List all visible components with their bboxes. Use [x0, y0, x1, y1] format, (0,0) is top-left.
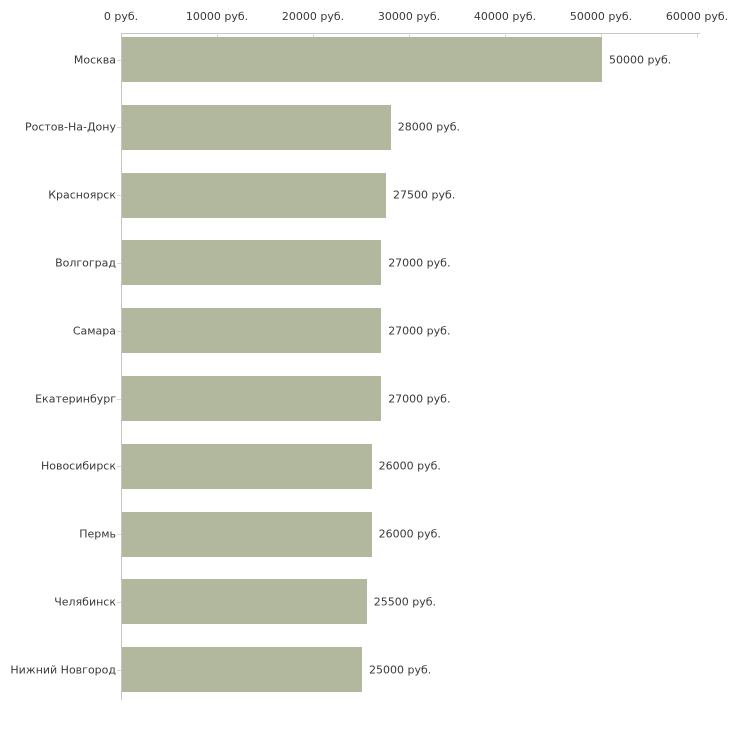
y-axis-tick-mark: [117, 263, 121, 264]
x-axis-tick-mark: [217, 33, 218, 38]
value-label: 26000 руб.: [378, 527, 441, 541]
x-axis-tick-label: 40000 руб.: [473, 10, 537, 23]
category-label: Новосибирск: [40, 459, 116, 473]
bar: [122, 37, 602, 82]
value-label: 50000 руб.: [609, 53, 672, 66]
y-axis-tick-mark: [117, 670, 121, 671]
bar: [122, 240, 382, 286]
category-label: Красноярск: [48, 188, 116, 202]
y-axis-tick-mark: [117, 399, 121, 400]
x-axis-tick-label: 60000 руб.: [665, 10, 729, 23]
bar: [122, 172, 386, 218]
value-label: 27000 руб.: [388, 324, 451, 338]
x-axis-tick-label: 20000 руб.: [281, 10, 345, 23]
value-label: 25500 руб.: [373, 595, 437, 609]
value-label: 26000 руб.: [378, 459, 441, 473]
y-axis-tick-mark: [117, 60, 121, 61]
x-axis-tick-label: 10000 руб.: [185, 10, 249, 23]
bar: [122, 308, 382, 354]
category-label: Нижний Новгород: [10, 663, 116, 677]
category-label: Челябинск: [54, 595, 116, 609]
value-label: 28000 руб.: [397, 120, 461, 134]
bar: [122, 104, 391, 150]
category-label: Самара: [72, 324, 116, 338]
x-axis-tick-label: 50000 руб.: [569, 10, 633, 23]
category-label: Пермь: [79, 527, 116, 541]
category-label: Ростов-На-Дону: [24, 120, 116, 134]
value-label: 27000 руб.: [388, 256, 451, 270]
y-axis-tick-mark: [117, 466, 121, 467]
bar: [122, 511, 372, 557]
y-axis-tick-mark: [117, 195, 121, 196]
value-label: 27500 руб.: [393, 188, 456, 202]
bar: [122, 647, 362, 693]
value-label: 27000 руб.: [388, 392, 451, 405]
y-axis-tick-mark: [117, 127, 121, 128]
y-axis-line: [121, 33, 122, 700]
x-axis-tick-mark: [505, 33, 506, 38]
x-axis-tick-mark: [601, 33, 602, 38]
x-axis-tick-label: 30000 руб.: [377, 10, 441, 23]
x-axis-tick-mark: [697, 33, 698, 38]
x-axis-tick-label: 0 руб.: [103, 10, 139, 23]
category-label: Москва: [73, 53, 116, 66]
category-label: Волгоград: [55, 256, 116, 270]
value-label: 25000 руб.: [369, 663, 432, 677]
y-axis-tick-mark: [117, 534, 121, 535]
x-axis-tick-mark: [313, 33, 314, 38]
bar: [122, 579, 367, 625]
x-axis-tick-mark: [409, 33, 410, 38]
y-axis-tick-mark: [117, 602, 121, 603]
y-axis-tick-mark: [117, 331, 121, 332]
x-axis-line: [121, 33, 700, 34]
bar: [122, 443, 372, 489]
category-label: Екатеринбург: [35, 392, 116, 405]
bar: [122, 376, 382, 421]
